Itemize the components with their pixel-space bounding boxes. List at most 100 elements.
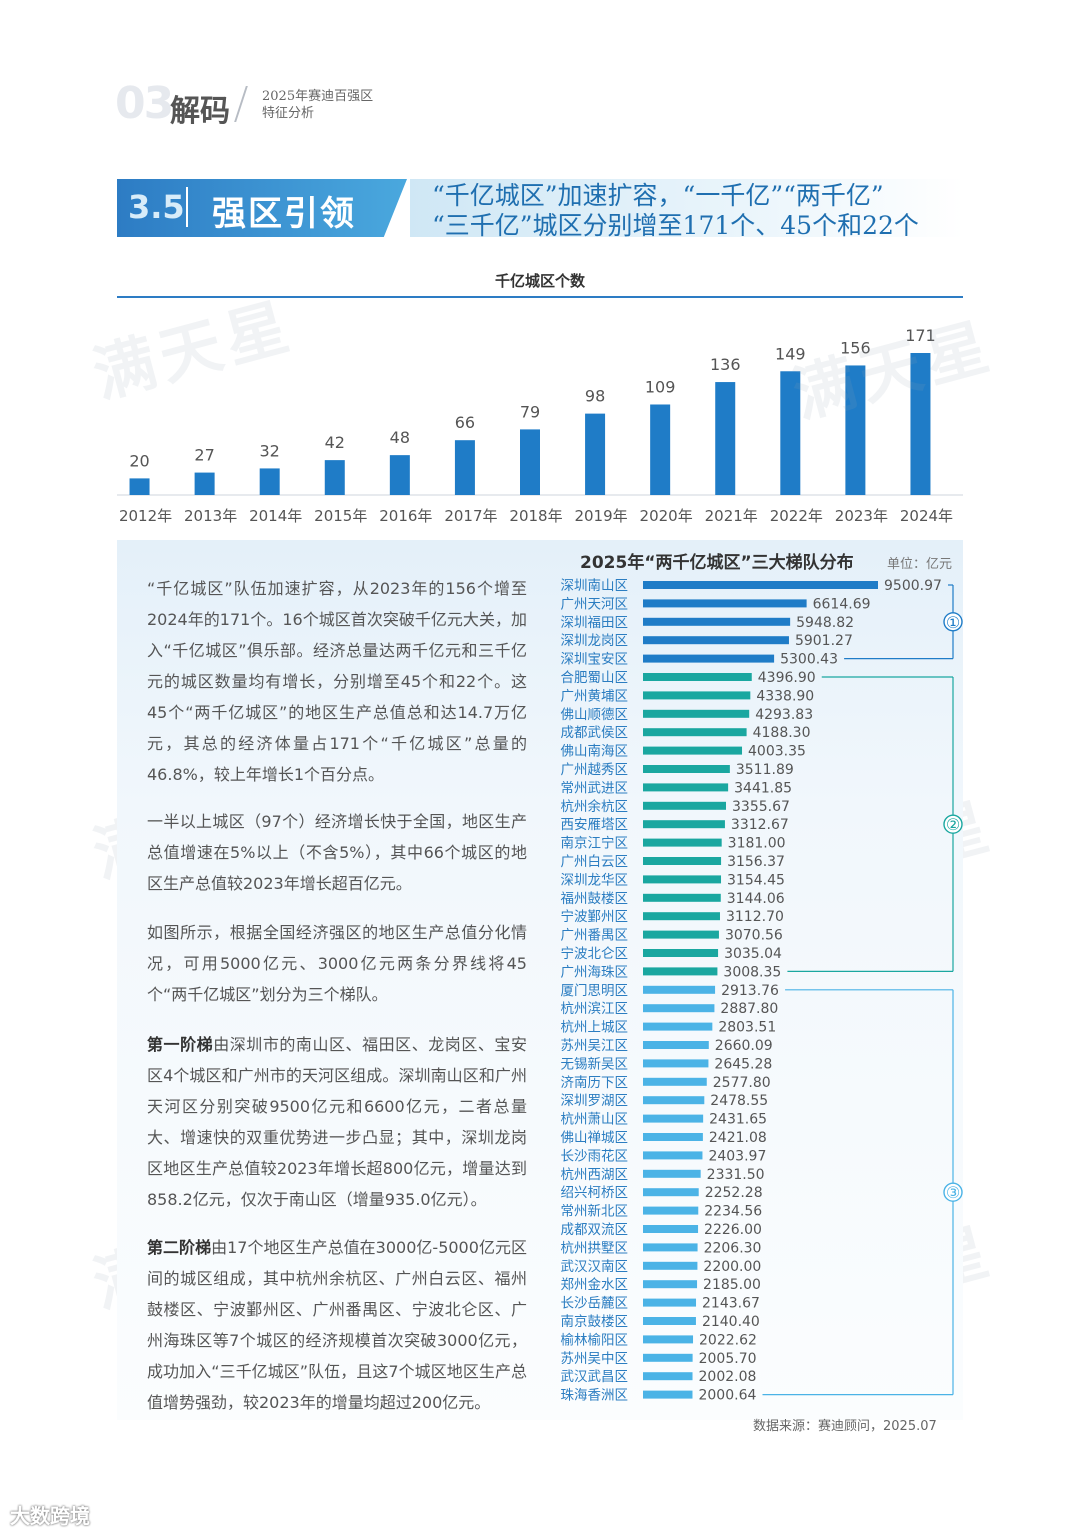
bar bbox=[585, 413, 606, 495]
paragraph-5-lead: 第二阶梯 bbox=[147, 1238, 212, 1257]
x-tick-label: 2014年 bbox=[249, 507, 302, 525]
bar bbox=[650, 404, 671, 495]
paragraph-4: 第一阶梯由深圳市的南山区、福田区、龙岗区、宝安区4个城区和广州市的天河区组成。深… bbox=[147, 1029, 527, 1215]
data-label: 2577.80 bbox=[713, 1075, 771, 1091]
header-divider bbox=[234, 86, 248, 122]
x-tick-label: 2021年 bbox=[705, 507, 758, 525]
data-label: 3112.70 bbox=[726, 909, 784, 925]
data-label: 3156.37 bbox=[727, 854, 785, 870]
data-label: 66 bbox=[455, 413, 475, 432]
bar bbox=[643, 967, 718, 976]
bar bbox=[643, 599, 807, 608]
category-label: 杭州余杭区 bbox=[561, 798, 629, 815]
bar bbox=[643, 1059, 709, 1068]
x-tick-label: 2023年 bbox=[835, 507, 888, 525]
data-label: 2234.56 bbox=[704, 1204, 762, 1220]
data-label: 2022.62 bbox=[699, 1332, 757, 1348]
bar bbox=[643, 1298, 697, 1307]
bar bbox=[910, 353, 931, 495]
bar bbox=[643, 1335, 694, 1344]
data-label: 3181.00 bbox=[728, 836, 786, 852]
section-banner bbox=[117, 179, 407, 237]
data-label: 109 bbox=[645, 377, 676, 396]
category-label: 广州海珠区 bbox=[561, 964, 629, 980]
data-label: 3154.45 bbox=[727, 872, 785, 888]
right-chart-title: 2025年“两千亿城区”三大梯队分布 bbox=[580, 553, 854, 573]
tier-label: ① bbox=[946, 613, 960, 632]
category-label: 宁波北仑区 bbox=[561, 945, 629, 962]
bar bbox=[259, 468, 280, 495]
data-label: 2140.40 bbox=[702, 1314, 760, 1330]
category-label: 长沙岳麓区 bbox=[561, 1296, 629, 1312]
data-label: 5901.27 bbox=[795, 633, 853, 649]
bar bbox=[643, 1225, 699, 1233]
bar bbox=[389, 455, 410, 495]
bar bbox=[643, 728, 747, 737]
data-label: 171 bbox=[905, 326, 936, 345]
category-label: 佛山顺德区 bbox=[561, 707, 629, 723]
bar bbox=[643, 1151, 703, 1160]
data-label: 2803.51 bbox=[718, 1020, 776, 1036]
data-label: 3441.85 bbox=[734, 780, 792, 796]
bar bbox=[194, 472, 215, 495]
bar bbox=[643, 1353, 693, 1362]
category-label: 深圳福田区 bbox=[561, 615, 629, 631]
bar bbox=[643, 1041, 709, 1049]
bar bbox=[643, 673, 752, 681]
bar bbox=[643, 1280, 698, 1289]
data-label: 2005.70 bbox=[699, 1351, 757, 1367]
category-label: 杭州萧山区 bbox=[561, 1112, 629, 1128]
category-label: 厦门思明区 bbox=[561, 983, 629, 999]
category-label: 西安雁塔区 bbox=[561, 817, 629, 833]
bar bbox=[324, 460, 345, 495]
bar bbox=[643, 801, 727, 810]
category-label: 济南历下区 bbox=[561, 1075, 629, 1091]
data-label: 2185.00 bbox=[703, 1277, 761, 1293]
category-label: 郑州金水区 bbox=[561, 1277, 629, 1293]
bar bbox=[643, 1077, 707, 1086]
category-label: 杭州西湖区 bbox=[561, 1167, 629, 1183]
data-label: 2143.67 bbox=[702, 1296, 760, 1312]
data-label: 136 bbox=[710, 355, 741, 374]
data-label: 4188.30 bbox=[753, 725, 811, 741]
bar bbox=[643, 783, 729, 792]
category-label: 苏州吴江区 bbox=[561, 1038, 629, 1054]
section-headline-line2: “三千亿”城区分别增至171个、45个和22个 bbox=[432, 211, 919, 240]
bar bbox=[643, 1133, 703, 1141]
paragraph-5-body: 由17个地区生产总值在3000亿-5000亿元区间的城区组成，其中杭州余杭区、广… bbox=[147, 1238, 527, 1412]
bar bbox=[643, 746, 743, 755]
data-label: 98 bbox=[585, 387, 605, 406]
content-panel bbox=[117, 540, 963, 1420]
bar bbox=[643, 1317, 696, 1325]
bar bbox=[643, 581, 878, 589]
data-label: 2913.76 bbox=[721, 983, 779, 999]
bar bbox=[643, 691, 751, 700]
data-label: 2226.00 bbox=[704, 1222, 762, 1238]
category-label: 福州鼓楼区 bbox=[561, 891, 629, 907]
top-chart-title: 千亿城区个数 bbox=[494, 272, 585, 290]
category-label: 珠海香洲区 bbox=[561, 1388, 629, 1404]
chapter-title: 解码 bbox=[170, 94, 230, 129]
bar bbox=[643, 1206, 699, 1215]
data-label: 42 bbox=[325, 433, 345, 452]
x-tick-label: 2018年 bbox=[509, 507, 562, 525]
category-label: 苏州吴中区 bbox=[561, 1351, 629, 1367]
x-tick-label: 2013年 bbox=[184, 507, 237, 525]
data-label: 3355.67 bbox=[732, 799, 790, 815]
tier-bar-chart: 深圳南山区 9500.97 广州天河区 6614.69 深圳福田区 5948.82 深圳龙岗… bbox=[561, 578, 963, 1404]
category-label: 长沙雨花区 bbox=[561, 1148, 629, 1164]
bar bbox=[643, 654, 775, 663]
data-label: 9500.97 bbox=[884, 578, 942, 594]
top-chart-rule bbox=[117, 296, 963, 298]
tier-marker bbox=[943, 612, 963, 632]
category-label: 无锡新吴区 bbox=[561, 1056, 629, 1072]
category-label: 深圳龙华区 bbox=[561, 872, 629, 888]
paragraph-2: 一半以上城区（97个）经济增长快于全国，地区生产总值增速在5%以上（不含5%），… bbox=[147, 812, 527, 893]
chapter-subtitle-line2: 特征分析 bbox=[262, 106, 315, 121]
data-label: 4003.35 bbox=[748, 744, 806, 760]
section-divider bbox=[186, 187, 188, 227]
paragraph-4-lead: 第一阶梯 bbox=[147, 1035, 214, 1054]
bar bbox=[643, 1390, 693, 1399]
bar bbox=[643, 838, 722, 847]
right-chart-unit: 单位：亿元 bbox=[887, 557, 953, 572]
